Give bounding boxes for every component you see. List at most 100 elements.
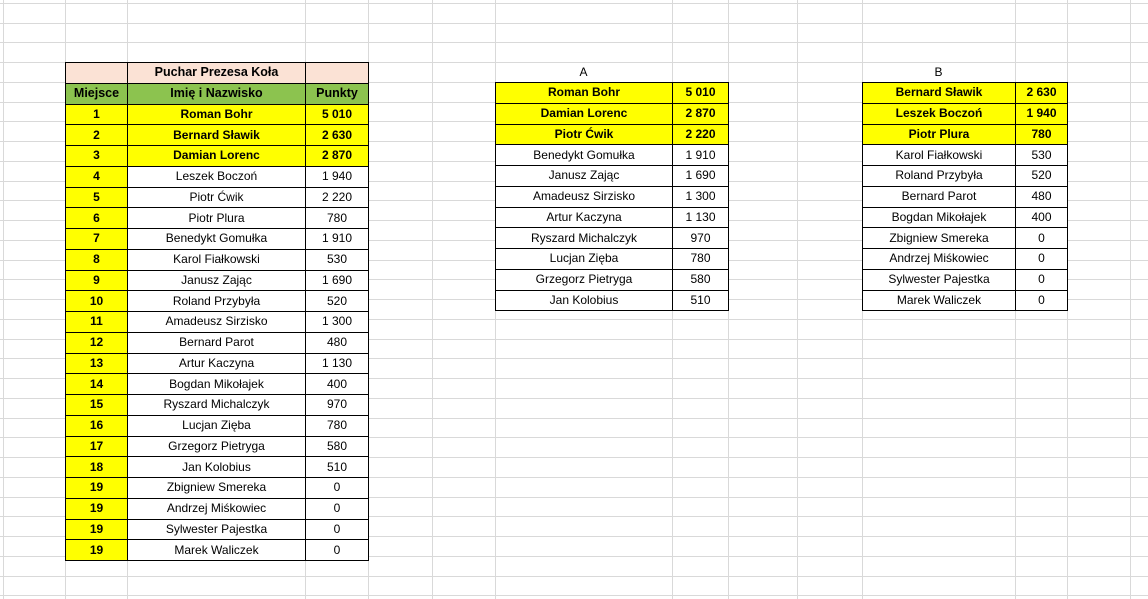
points-cell[interactable]: 400 bbox=[305, 373, 369, 395]
points-cell[interactable]: 0 bbox=[1015, 248, 1068, 270]
place-cell[interactable]: 7 bbox=[65, 228, 128, 250]
place-cell[interactable]: 15 bbox=[65, 394, 128, 416]
points-cell[interactable]: 0 bbox=[305, 477, 369, 499]
name-cell[interactable]: Roman Bohr bbox=[495, 82, 673, 104]
points-cell[interactable]: 780 bbox=[672, 248, 729, 270]
points-cell[interactable]: 780 bbox=[1015, 123, 1068, 146]
name-cell[interactable]: Benedykt Gomułka bbox=[495, 144, 673, 166]
name-cell[interactable]: Janusz Zając bbox=[495, 165, 673, 187]
name-cell[interactable]: Artur Kaczyna bbox=[495, 206, 673, 229]
points-cell[interactable]: 520 bbox=[305, 290, 369, 312]
points-cell[interactable]: 780 bbox=[305, 414, 369, 437]
title-cell-right[interactable] bbox=[305, 62, 369, 84]
points-cell[interactable]: 0 bbox=[1015, 289, 1068, 312]
name-cell[interactable]: Sylwester Pajestka bbox=[862, 268, 1016, 291]
points-cell[interactable]: 5 010 bbox=[672, 82, 729, 104]
name-cell[interactable]: Damian Lorenc bbox=[127, 145, 306, 167]
name-cell[interactable]: Roman Bohr bbox=[127, 103, 306, 126]
name-cell[interactable]: Bogdan Mikołajek bbox=[862, 206, 1016, 229]
points-cell[interactable]: 0 bbox=[1015, 268, 1068, 291]
points-cell[interactable]: 0 bbox=[305, 497, 369, 520]
name-cell[interactable]: Bernard Sławik bbox=[127, 124, 306, 146]
place-cell[interactable]: 8 bbox=[65, 248, 128, 271]
points-cell[interactable]: 0 bbox=[305, 518, 369, 541]
points-cell[interactable]: 1 910 bbox=[672, 144, 729, 166]
name-cell[interactable]: Andrzej Miśkowiec bbox=[127, 497, 306, 520]
name-cell[interactable]: Bogdan Mikołajek bbox=[127, 373, 306, 395]
name-cell[interactable]: Ryszard Michalczyk bbox=[495, 227, 673, 249]
place-cell[interactable]: 17 bbox=[65, 435, 128, 458]
header-imie-nazwisko[interactable]: Imię i Nazwisko bbox=[127, 82, 306, 105]
points-cell[interactable]: 1 690 bbox=[305, 269, 369, 292]
points-cell[interactable]: 480 bbox=[1015, 185, 1068, 208]
points-cell[interactable]: 530 bbox=[305, 248, 369, 271]
name-cell[interactable]: Grzegorz Pietryga bbox=[495, 268, 673, 291]
points-cell[interactable]: 480 bbox=[305, 331, 369, 354]
points-cell[interactable]: 510 bbox=[672, 289, 729, 312]
name-cell[interactable]: Leszek Boczoń bbox=[862, 102, 1016, 125]
points-cell[interactable]: 520 bbox=[1015, 165, 1068, 187]
points-cell[interactable]: 1 300 bbox=[305, 311, 369, 333]
place-cell[interactable]: 19 bbox=[65, 497, 128, 520]
name-cell[interactable]: Grzegorz Pietryga bbox=[127, 435, 306, 458]
points-cell[interactable]: 2 630 bbox=[1015, 82, 1068, 104]
points-cell[interactable]: 530 bbox=[1015, 144, 1068, 166]
place-cell[interactable]: 16 bbox=[65, 414, 128, 437]
points-cell[interactable]: 1 130 bbox=[305, 352, 369, 375]
place-cell[interactable]: 14 bbox=[65, 373, 128, 395]
place-cell[interactable]: 19 bbox=[65, 477, 128, 499]
place-cell[interactable]: 11 bbox=[65, 311, 128, 333]
header-miejsce[interactable]: Miejsce bbox=[65, 82, 128, 105]
points-cell[interactable]: 1 940 bbox=[1015, 102, 1068, 125]
name-cell[interactable]: Bernard Parot bbox=[862, 185, 1016, 208]
name-cell[interactable]: Amadeusz Sirzisko bbox=[127, 311, 306, 333]
table-title[interactable]: Puchar Prezesa Koła bbox=[127, 62, 306, 84]
points-cell[interactable]: 1 690 bbox=[672, 165, 729, 187]
name-cell[interactable]: Lucjan Zięba bbox=[495, 248, 673, 270]
place-cell[interactable]: 5 bbox=[65, 186, 128, 209]
points-cell[interactable]: 1 940 bbox=[305, 165, 369, 188]
name-cell[interactable]: Sylwester Pajestka bbox=[127, 518, 306, 541]
points-cell[interactable]: 2 870 bbox=[672, 102, 729, 125]
name-cell[interactable]: Damian Lorenc bbox=[495, 102, 673, 125]
points-cell[interactable]: 2 220 bbox=[672, 123, 729, 146]
name-cell[interactable]: Zbigniew Smereka bbox=[862, 227, 1016, 249]
points-cell[interactable]: 1 130 bbox=[672, 206, 729, 229]
place-cell[interactable]: 12 bbox=[65, 331, 128, 354]
name-cell[interactable]: Leszek Boczoń bbox=[127, 165, 306, 188]
name-cell[interactable]: Bernard Parot bbox=[127, 331, 306, 354]
place-cell[interactable]: 19 bbox=[65, 518, 128, 541]
name-cell[interactable]: Roland Przybyła bbox=[127, 290, 306, 312]
place-cell[interactable]: 1 bbox=[65, 103, 128, 126]
place-cell[interactable]: 6 bbox=[65, 207, 128, 229]
points-cell[interactable]: 5 010 bbox=[305, 103, 369, 126]
title-cell-left[interactable] bbox=[65, 62, 128, 84]
name-cell[interactable]: Janusz Zając bbox=[127, 269, 306, 292]
name-cell[interactable]: Jan Kolobius bbox=[127, 456, 306, 478]
points-cell[interactable]: 1 300 bbox=[672, 185, 729, 208]
points-cell[interactable]: 0 bbox=[305, 539, 369, 561]
name-cell[interactable]: Zbigniew Smereka bbox=[127, 477, 306, 499]
place-cell[interactable]: 19 bbox=[65, 539, 128, 561]
place-cell[interactable]: 9 bbox=[65, 269, 128, 292]
name-cell[interactable]: Marek Waliczek bbox=[127, 539, 306, 561]
name-cell[interactable]: Piotr Ćwik bbox=[495, 123, 673, 146]
points-cell[interactable]: 970 bbox=[305, 394, 369, 416]
name-cell[interactable]: Piotr Ćwik bbox=[127, 186, 306, 209]
place-cell[interactable]: 2 bbox=[65, 124, 128, 146]
name-cell[interactable]: Amadeusz Sirzisko bbox=[495, 185, 673, 208]
points-cell[interactable]: 1 910 bbox=[305, 228, 369, 250]
name-cell[interactable]: Piotr Plura bbox=[862, 123, 1016, 146]
name-cell[interactable]: Ryszard Michalczyk bbox=[127, 394, 306, 416]
name-cell[interactable]: Marek Waliczek bbox=[862, 289, 1016, 312]
name-cell[interactable]: Andrzej Miśkowiec bbox=[862, 248, 1016, 270]
header-punkty[interactable]: Punkty bbox=[305, 82, 369, 105]
points-cell[interactable]: 780 bbox=[305, 207, 369, 229]
name-cell[interactable]: Artur Kaczyna bbox=[127, 352, 306, 375]
points-cell[interactable]: 580 bbox=[305, 435, 369, 458]
name-cell[interactable]: Benedykt Gomułka bbox=[127, 228, 306, 250]
points-cell[interactable]: 400 bbox=[1015, 206, 1068, 229]
points-cell[interactable]: 510 bbox=[305, 456, 369, 478]
place-cell[interactable]: 10 bbox=[65, 290, 128, 312]
name-cell[interactable]: Jan Kolobius bbox=[495, 289, 673, 312]
